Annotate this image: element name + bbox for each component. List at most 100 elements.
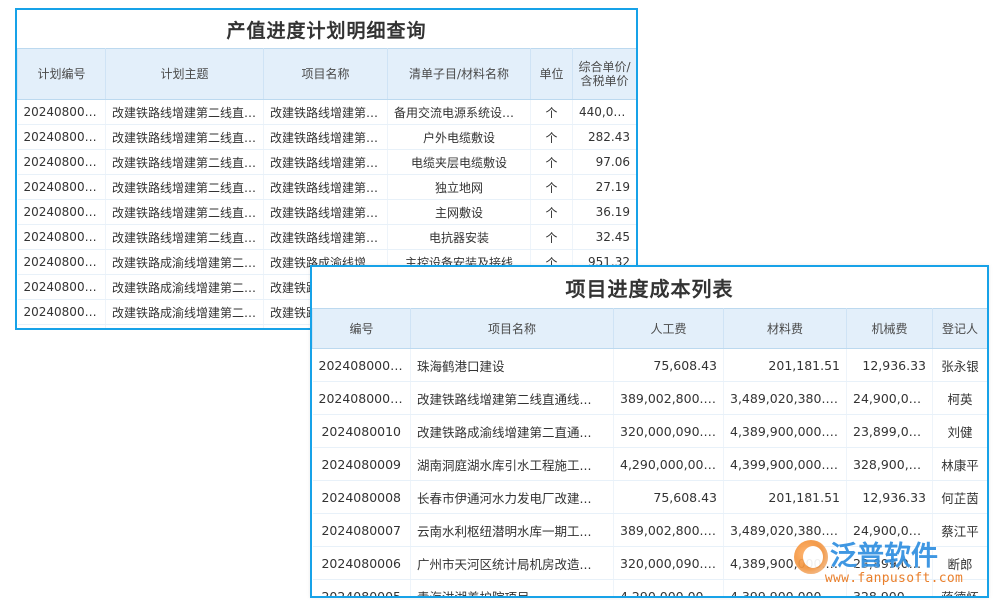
price-cell: 36.19 — [572, 199, 636, 225]
table-row[interactable]: 2024080011改建铁路线增建第二线直通线改建铁路线增建第二线直通线独立地网… — [17, 174, 636, 200]
registrant-cell[interactable]: 柯英 — [932, 381, 987, 415]
no-cell[interactable]: 2024080006 — [312, 546, 411, 580]
col-plan-subject[interactable]: 计划主题 — [105, 48, 264, 100]
plan-subject-cell[interactable]: 改建铁路成渝线增建第二直通 — [105, 324, 264, 328]
table-row[interactable]: 2024080011改建铁路线增建第二线直通线改建铁路线增建第二线直通线电缆夹层… — [17, 149, 636, 175]
project-name-cell[interactable]: 珠海鹤港口建设 — [410, 348, 614, 382]
col-labor-cost[interactable]: 人工费 — [613, 308, 724, 349]
project-name-cell[interactable]: 湖南洞庭湖水库引水工程施工... — [410, 447, 614, 481]
col-registrant[interactable]: 登记人 — [932, 308, 987, 349]
plan-no-cell[interactable]: 2024080011 — [17, 224, 106, 250]
registrant-cell[interactable]: 蔡江平 — [932, 513, 987, 547]
table-row[interactable]: 20240800011 改建铁路线增建第二线直通线... 389,002,800.0… — [312, 381, 987, 415]
col-no[interactable]: 编号 — [312, 308, 411, 349]
price-cell: 32.45 — [572, 224, 636, 250]
material-cost-cell: 4,399,900,000.00 — [723, 447, 847, 481]
table-header-row: 计划编号 计划主题 项目名称 清单子目/材料名称 单位 综合单价/含税单价 — [17, 48, 636, 100]
unit-cell: 个 — [530, 99, 573, 125]
price-cell: 97.06 — [572, 149, 636, 175]
plan-no-cell[interactable]: 2024080010 — [17, 299, 106, 325]
registrant-cell[interactable]: 林康平 — [932, 447, 987, 481]
item-name-cell: 备用交流电源系统设备安装 — [387, 99, 531, 125]
table-row[interactable]: 2024080010 改建铁路成渝线增建第二直通... 320,000,090.00… — [312, 414, 987, 448]
machinery-cost-cell: 24,900,032,80... — [846, 513, 933, 547]
plan-subject-cell[interactable]: 改建铁路成渝线增建第二直通 — [105, 274, 264, 300]
project-name-cell[interactable]: 改建铁路线增建第二线直通线 — [263, 174, 388, 200]
plan-no-cell[interactable]: 2024080011 — [17, 199, 106, 225]
table-row[interactable]: 2024080011改建铁路线增建第二线直通线改建铁路线增建第二线直通线主网敷设… — [17, 199, 636, 225]
no-cell[interactable]: 2024080005 — [312, 579, 411, 596]
table-row[interactable]: 20240800012 珠海鹤港口建设 75,608.43 201,181.51 12,… — [312, 348, 987, 382]
project-name-cell[interactable]: 改建铁路线增建第二线直通线 — [263, 224, 388, 250]
machinery-cost-cell: 12,936.33 — [846, 348, 933, 382]
plan-no-cell[interactable]: 2024080011 — [17, 124, 106, 150]
table-row[interactable]: 2024080011改建铁路线增建第二线直通线改建铁路线增建第二线直通线户外电缆… — [17, 124, 636, 150]
no-cell[interactable]: 2024080009 — [312, 447, 411, 481]
material-cost-cell: 201,181.51 — [723, 348, 847, 382]
registrant-cell[interactable]: 刘健 — [932, 414, 987, 448]
labor-cost-cell: 75,608.43 — [613, 480, 724, 514]
plan-no-cell[interactable]: 2024080011 — [17, 99, 106, 125]
table-row[interactable]: 2024080010改建铁路成渝线增建第二直通改建铁路成渝线增建第二直通线主控设… — [17, 249, 636, 275]
project-name-cell[interactable]: 改建铁路线增建第二线直通线... — [410, 381, 614, 415]
table-header-row: 编号 项目名称 人工费 材料费 机械费 登记人 — [312, 308, 987, 349]
table-row[interactable]: 2024080011改建铁路线增建第二线直通线改建铁路线增建第二线直通线电抗器安… — [17, 224, 636, 250]
project-name-cell[interactable]: 改建铁路线增建第二线直通线 — [263, 124, 388, 150]
col-price[interactable]: 综合单价/含税单价 — [572, 48, 636, 100]
plan-subject-cell[interactable]: 改建铁路成渝线增建第二直通 — [105, 299, 264, 325]
no-cell[interactable]: 20240800011 — [312, 381, 411, 415]
plan-no-cell[interactable]: 2024080010 — [17, 324, 106, 328]
unit-cell: 个 — [530, 224, 573, 250]
labor-cost-cell: 389,002,800.00 — [613, 381, 724, 415]
plan-subject-cell[interactable]: 改建铁路线增建第二线直通线 — [105, 199, 264, 225]
project-name-cell[interactable]: 广州市天河区统计局机房改造... — [410, 546, 614, 580]
col-material-cost[interactable]: 材料费 — [723, 308, 847, 349]
col-unit[interactable]: 单位 — [530, 48, 573, 100]
project-name-cell[interactable]: 改建铁路线增建第二线直通线 — [263, 199, 388, 225]
no-cell[interactable]: 2024080008 — [312, 480, 411, 514]
machinery-cost-cell: 24,900,032,80... — [846, 381, 933, 415]
project-progress-cost-window[interactable]: 项目进度成本列表 编号 项目名称 人工费 材料费 机械费 登记人 2024080… — [310, 265, 989, 598]
no-cell[interactable]: 20240800012 — [312, 348, 411, 382]
registrant-cell[interactable]: 何芷茵 — [932, 480, 987, 514]
table-row[interactable]: 2024080008 长春市伊通河水力发电厂改建... 75,608.43 201,1… — [312, 480, 987, 514]
project-name-cell[interactable]: 改建铁路线增建第二线直通线 — [263, 149, 388, 175]
table-row[interactable]: 2024080009 湖南洞庭湖水库引水工程施工... 4,290,000,000.… — [312, 447, 987, 481]
plan-no-cell[interactable]: 2024080011 — [17, 174, 106, 200]
item-name-cell: 电缆夹层电缆敷设 — [387, 149, 531, 175]
no-cell[interactable]: 2024080010 — [312, 414, 411, 448]
registrant-cell[interactable]: 蒋德怀 — [932, 579, 987, 596]
plan-subject-cell[interactable]: 改建铁路成渝线增建第二直通 — [105, 249, 264, 275]
material-cost-cell: 4,389,900,000.00 — [723, 414, 847, 448]
plan-no-cell[interactable]: 2024080010 — [17, 249, 106, 275]
registrant-cell[interactable]: 断郎 — [932, 546, 987, 580]
project-name-cell[interactable]: 改建铁路成渝线增建第二直通... — [410, 414, 614, 448]
table-row[interactable]: 2024080006 广州市天河区统计局机房改造... 320,000,090.00… — [312, 546, 987, 580]
plan-subject-cell[interactable]: 改建铁路线增建第二线直通线 — [105, 174, 264, 200]
registrant-cell[interactable]: 张永银 — [932, 348, 987, 382]
plan-subject-cell[interactable]: 改建铁路线增建第二线直通线 — [105, 124, 264, 150]
col-plan-no[interactable]: 计划编号 — [17, 48, 106, 100]
price-cell: 440,00... — [572, 99, 636, 125]
project-name-cell[interactable]: 青海洪湖养护院项目 — [410, 579, 614, 596]
plan-subject-cell[interactable]: 改建铁路线增建第二线直通线 — [105, 149, 264, 175]
no-cell[interactable]: 2024080007 — [312, 513, 411, 547]
col-project-name[interactable]: 项目名称 — [410, 308, 614, 349]
col-project-name[interactable]: 项目名称 — [263, 48, 388, 100]
col-item-name[interactable]: 清单子目/材料名称 — [387, 48, 531, 100]
table-row[interactable]: 2024080011改建铁路线增建第二线直通线改建铁路线增建第二线直通线备用交流… — [17, 99, 636, 125]
project-name-cell[interactable]: 云南水利枢纽潜明水库一期工... — [410, 513, 614, 547]
project-name-cell[interactable]: 改建铁路线增建第二线直通线 — [263, 99, 388, 125]
machinery-cost-cell: 23,899,000.00 — [846, 414, 933, 448]
table-row[interactable]: 2024080005 青海洪湖养护院项目 4,290,000,000.00 4,399… — [312, 579, 987, 596]
table-row[interactable]: 2024080007 云南水利枢纽潜明水库一期工... 389,002,800.00… — [312, 513, 987, 547]
item-name-cell: 主网敷设 — [387, 199, 531, 225]
window1-title: 产值进度计划明细查询 — [17, 10, 636, 48]
plan-subject-cell[interactable]: 改建铁路线增建第二线直通线 — [105, 224, 264, 250]
plan-no-cell[interactable]: 2024080011 — [17, 149, 106, 175]
col-machinery-cost[interactable]: 机械费 — [846, 308, 933, 349]
project-name-cell[interactable]: 长春市伊通河水力发电厂改建... — [410, 480, 614, 514]
plan-subject-cell[interactable]: 改建铁路线增建第二线直通线 — [105, 99, 264, 125]
price-cell: 27.19 — [572, 174, 636, 200]
plan-no-cell[interactable]: 2024080010 — [17, 274, 106, 300]
